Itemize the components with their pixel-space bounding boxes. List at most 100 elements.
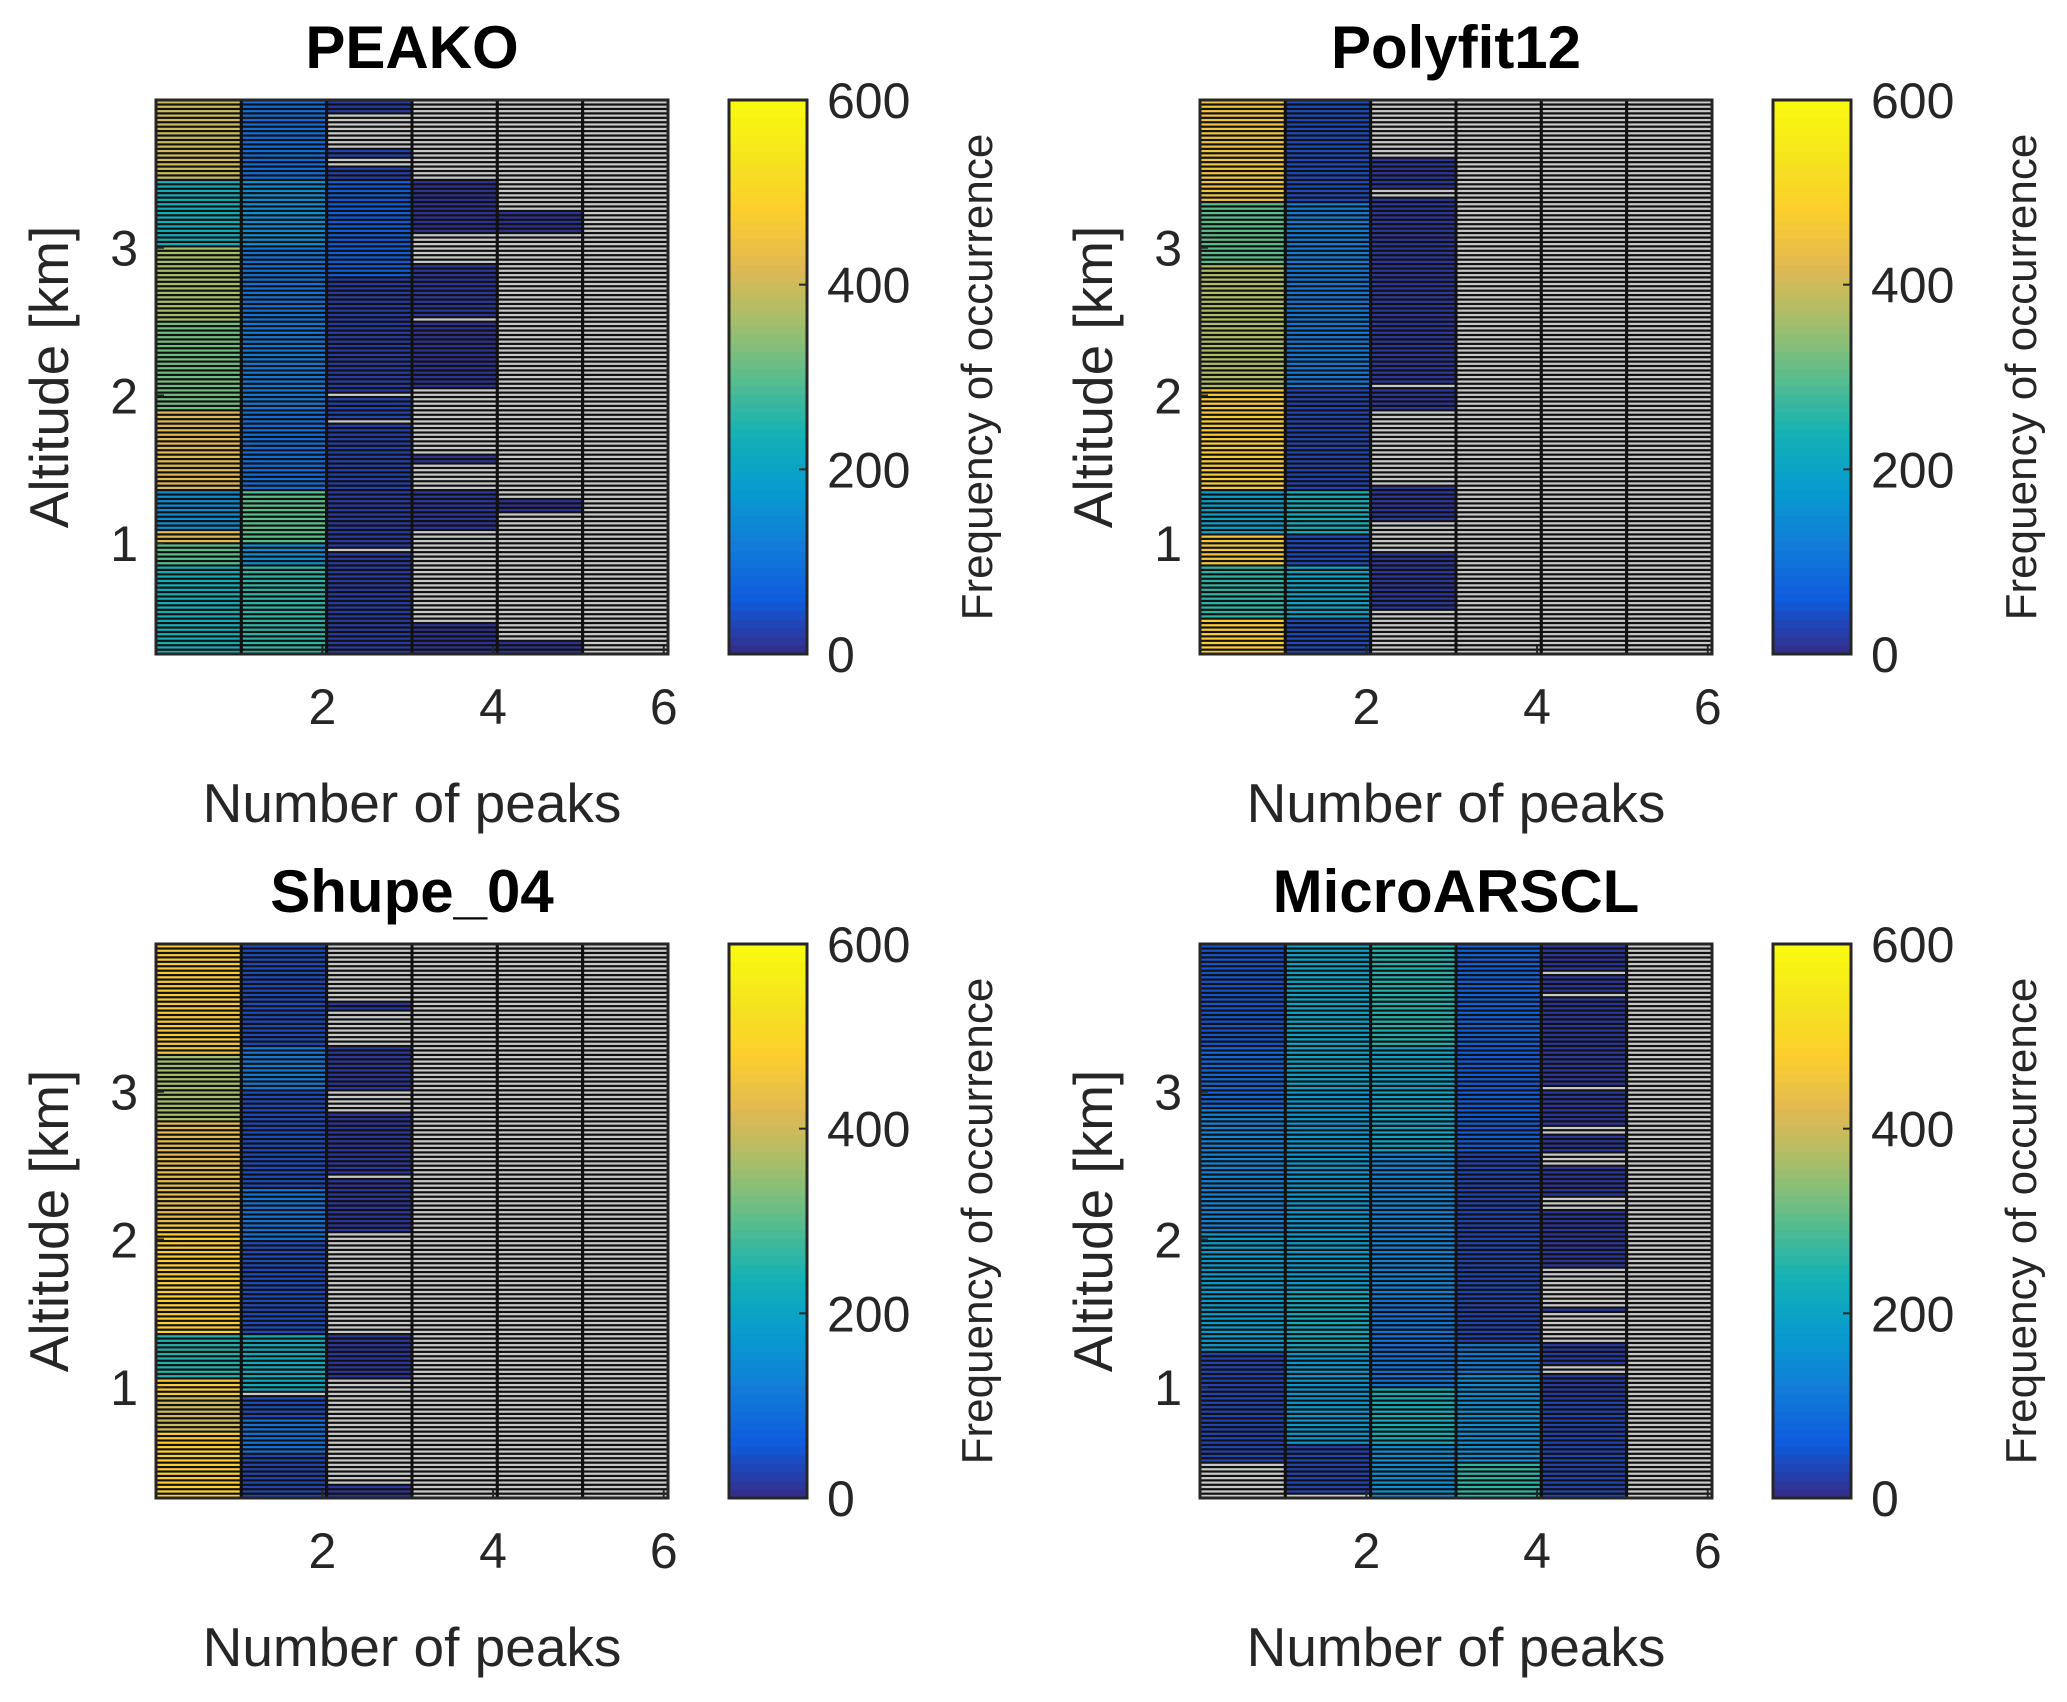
heatmap-cell: [242, 486, 326, 490]
heatmap-cell-nan: [498, 1472, 582, 1475]
heatmap-cell: [328, 451, 411, 454]
heatmap-cell-nan: [413, 575, 496, 578]
heatmap-cell: [1201, 473, 1284, 476]
heatmap-cell-nan: [328, 949, 411, 952]
heatmap-cell: [242, 633, 326, 636]
heatmap-cell: [328, 1166, 411, 1170]
heatmap-cell-nan: [1628, 1419, 1711, 1422]
heatmap-cell: [328, 588, 411, 591]
heatmap-cell: [328, 1047, 411, 1050]
heatmap-cell: [1201, 282, 1284, 286]
heatmap-cell: [157, 548, 240, 552]
heatmap-cell: [242, 1237, 326, 1240]
heatmap-cell-nan: [1628, 1446, 1711, 1449]
heatmap-cell: [242, 1038, 326, 1041]
heatmap-cell-nan: [328, 136, 411, 139]
heatmap-cell-nan: [1542, 606, 1626, 609]
heatmap-cell: [1286, 251, 1370, 255]
heatmap-cell-nan: [1457, 610, 1540, 614]
colorbar-swatch: [729, 325, 807, 335]
heatmap-cell: [242, 420, 326, 423]
heatmap-cell: [157, 980, 240, 983]
heatmap-cell-nan: [1542, 650, 1626, 653]
heatmap-cell-nan: [413, 597, 496, 600]
heatmap-cell-nan: [1628, 553, 1711, 556]
heatmap-cell-nan: [584, 1366, 667, 1369]
heatmap-cell: [1372, 491, 1455, 494]
heatmap-cell: [242, 127, 326, 131]
heatmap-cell: [328, 526, 411, 529]
heatmap-cell-nan: [1628, 358, 1711, 361]
heatmap-cell: [1201, 513, 1284, 516]
heatmap-cell: [1372, 575, 1455, 578]
heatmap-cell: [1372, 1401, 1455, 1404]
heatmap-cell-nan: [498, 172, 582, 175]
heatmap-cell: [1372, 398, 1455, 401]
heatmap-cell: [157, 1069, 240, 1072]
heatmap-cell: [413, 278, 496, 281]
heatmap-cell-nan: [584, 305, 667, 308]
heatmap-cell: [1286, 1002, 1370, 1006]
heatmap-cell-nan: [1372, 384, 1455, 388]
heatmap-cell-nan: [498, 1020, 582, 1023]
heatmap-cell: [1542, 1113, 1626, 1116]
heatmap-cell-nan: [498, 553, 582, 556]
heatmap-cell: [328, 154, 411, 157]
heatmap-cell-nan: [413, 1153, 496, 1156]
heatmap-cell: [1457, 1299, 1540, 1302]
heatmap-cell: [1457, 1197, 1540, 1201]
heatmap-cell: [157, 491, 240, 494]
heatmap-cell: [157, 256, 240, 259]
heatmap-cell: [1372, 1175, 1455, 1178]
heatmap-cell: [1201, 1264, 1284, 1267]
heatmap-cell-nan: [498, 624, 582, 627]
heatmap-cell-nan: [584, 1450, 667, 1453]
heatmap-cell-nan: [498, 1317, 582, 1320]
heatmap-cell-nan: [498, 1211, 582, 1214]
heatmap-cell: [1201, 477, 1284, 481]
heatmap-cell-nan: [584, 216, 667, 219]
heatmap-cell: [1457, 1463, 1540, 1466]
heatmap-cell: [1286, 1109, 1370, 1112]
heatmap-cell: [413, 269, 496, 272]
heatmap-cell-nan: [1542, 562, 1626, 565]
heatmap-cell-nan: [1628, 349, 1711, 352]
heatmap-cell: [1372, 402, 1455, 405]
colorbar-swatch: [729, 333, 807, 343]
heatmap-cell: [413, 504, 496, 507]
heatmap-cell: [1286, 1219, 1370, 1223]
heatmap-cell-nan: [498, 118, 582, 122]
heatmap-cell: [1286, 172, 1370, 175]
heatmap-cell: [328, 1224, 411, 1227]
heatmap-cell: [157, 962, 240, 966]
heatmap-cell-nan: [1542, 1277, 1626, 1280]
heatmap-cell: [1542, 1007, 1626, 1010]
heatmap-cell-nan: [1457, 570, 1540, 574]
heatmap-cell-nan: [584, 189, 667, 193]
heatmap-cell-nan: [1457, 633, 1540, 636]
heatmap-cell-nan: [584, 1166, 667, 1170]
heatmap-cell: [1201, 132, 1284, 135]
heatmap-cell: [1372, 1370, 1455, 1373]
heatmap-cell: [157, 118, 240, 122]
heatmap-cell-nan: [413, 1237, 496, 1240]
colorbar-swatch: [1773, 1160, 1851, 1170]
heatmap-cell-nan: [413, 1202, 496, 1205]
heatmap-cell: [157, 1370, 240, 1373]
heatmap-cell: [1286, 207, 1370, 210]
heatmap-cell-nan: [498, 398, 582, 401]
heatmap-cell: [1542, 1042, 1626, 1045]
heatmap-cell: [1542, 980, 1626, 983]
heatmap-cell: [1201, 531, 1284, 534]
colorbar-swatch: [729, 1065, 807, 1075]
heatmap-cell-nan: [1628, 189, 1711, 193]
heatmap-cell: [1372, 1335, 1455, 1338]
heatmap-cell: [1286, 407, 1370, 410]
heatmap-cell-nan: [498, 482, 582, 485]
heatmap-cell-nan: [413, 1348, 496, 1351]
heatmap-cell-nan: [1628, 1024, 1711, 1028]
heatmap-cell-nan: [1628, 548, 1711, 552]
heatmap-cell-nan: [1201, 1463, 1284, 1466]
colorbar-swatch: [1773, 411, 1851, 421]
heatmap-cell-nan: [328, 1326, 411, 1329]
